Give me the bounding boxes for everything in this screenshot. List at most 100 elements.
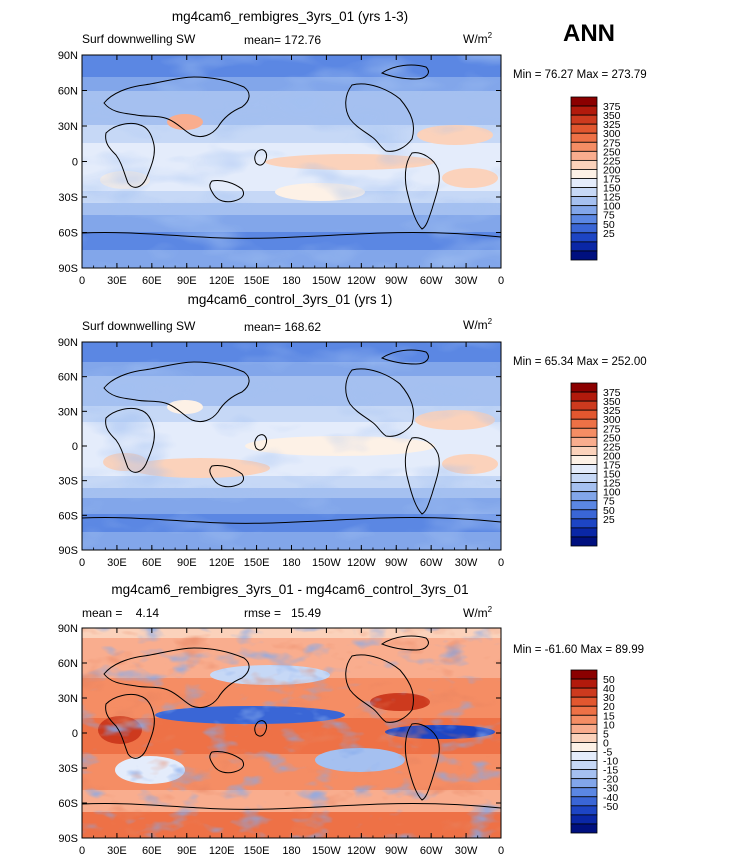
panel-1: mg4cam6_rembigres_3yrs_01 (yrs 1-3) Surf… [58, 9, 647, 287]
colorbar-swatch [570, 696, 598, 707]
panel-1-units: W/m2 [463, 31, 493, 46]
colorbar-label: -50 [603, 801, 618, 813]
colorbar-label: 375 [603, 101, 621, 113]
lat-tick-label: 60S [58, 510, 78, 522]
lon-tick-label: 150W [312, 557, 341, 569]
colorbar-label: 150 [603, 183, 621, 195]
colorbar-label: 100 [603, 487, 621, 499]
panel-3-minmax: Min = -61.60 Max = 89.99 [513, 644, 644, 656]
lon-tick-label: 90E [177, 845, 197, 857]
colorbar-label: 250 [603, 146, 621, 158]
colorbar-label: 25 [603, 514, 615, 526]
panel-3-units: W/m2 [463, 605, 493, 620]
panel-3-axes: 0 30E 60E 90E 120E 150E 180 150W 120W 90W 60W 30W 09… [58, 623, 504, 857]
season-label: ANN [563, 20, 615, 47]
colorbar-label: 225 [603, 441, 621, 453]
lon-tick-label: 30E [107, 275, 127, 287]
lon-tick-label: 30W [455, 557, 478, 569]
lon-tick-label: 90W [385, 557, 408, 569]
colorbar-swatch [570, 796, 598, 807]
lat-tick-label: 90N [58, 50, 78, 62]
lat-tick-label: 60N [58, 372, 78, 384]
colorbar-label: 100 [603, 201, 621, 213]
colorbar-label: 125 [603, 192, 621, 204]
panel-2-coastlines [81, 349, 502, 524]
lon-tick-label: 0 [79, 275, 85, 287]
lon-tick-label: 150E [244, 275, 270, 287]
colorbar-swatch [570, 742, 598, 752]
lat-tick-label: 30S [58, 763, 78, 775]
panel-2-units: W/m2 [463, 317, 493, 332]
lon-tick-label: 0 [79, 557, 85, 569]
colorbar-swatch [570, 723, 598, 734]
lon-tick-label: 60W [420, 557, 443, 569]
colorbar-label: 10 [603, 719, 615, 731]
colorbar-label: 50 [603, 505, 615, 517]
lon-tick-label: 90E [177, 275, 197, 287]
lat-tick-label: 90N [58, 337, 78, 349]
lat-tick-label: 60S [58, 798, 78, 810]
colorbar-label: 75 [603, 496, 615, 508]
lon-tick-label: 0 [79, 845, 85, 857]
panel-1-coastlines [81, 64, 502, 239]
colorbar-swatch [570, 805, 598, 816]
colorbar-swatch [570, 427, 598, 438]
colorbar-swatch [570, 464, 598, 474]
colorbar-swatch [570, 732, 598, 743]
colorbar-swatch [570, 169, 598, 179]
colorbar-swatch [570, 382, 598, 393]
colorbar-label: 50 [603, 219, 615, 231]
panel-2-map [82, 342, 501, 550]
colorbar-swatch [570, 527, 598, 538]
colorbar-swatch [570, 778, 598, 789]
lon-tick-label: 180 [282, 557, 300, 569]
lon-tick-label: 60E [142, 557, 162, 569]
colorbar-swatch [570, 409, 598, 420]
colorbar-swatch [570, 96, 598, 107]
colorbar-swatch [570, 141, 598, 152]
colorbar-label: 300 [603, 414, 621, 426]
panel-3-map [82, 628, 501, 838]
colorbar-swatch [570, 418, 598, 429]
colorbar-swatch [570, 178, 598, 188]
colorbar-swatch [570, 678, 598, 689]
colorbar-label: 20 [603, 701, 615, 713]
lon-tick-label: 60E [142, 275, 162, 287]
colorbar-swatch [570, 687, 598, 698]
panel-1-colorbar: 3753503253002752502252001751501251007550… [570, 96, 621, 261]
panel-2-axes: 0 30E 60E 90E 120E 150E 180 150W 120W 90W 60W 30W 09… [58, 337, 504, 569]
colorbar-label: 50 [603, 674, 615, 686]
colorbar-swatch [570, 482, 598, 493]
colorbar-label: 25 [603, 228, 615, 240]
lat-tick-label: 0 [72, 728, 78, 740]
colorbar-swatch [570, 400, 598, 411]
panel-2-stat: mean= 168.62 [244, 320, 321, 334]
colorbar-swatch [570, 223, 598, 234]
panel-2-variable: Surf downwelling SW [82, 319, 196, 333]
lat-tick-label: 0 [72, 441, 78, 453]
colorbar-swatch [570, 250, 598, 261]
colorbar-swatch [570, 491, 598, 502]
lon-tick-label: 0 [498, 557, 504, 569]
lon-tick-label: 120E [209, 845, 235, 857]
panel-2-minmax: Min = 65.34 Max = 252.00 [513, 356, 647, 368]
lon-tick-label: 30W [455, 275, 478, 287]
colorbar-swatch [570, 391, 598, 402]
lon-tick-label: 90W [385, 275, 408, 287]
colorbar-label: -5 [603, 747, 612, 759]
colorbar-swatch [570, 455, 598, 465]
lat-tick-label: 90S [58, 545, 78, 557]
colorbar-swatch [570, 536, 598, 547]
colorbar-swatch [570, 509, 598, 520]
panel-3-title: mg4cam6_rembigres_3yrs_01 - mg4cam6_cont… [111, 582, 468, 597]
colorbar-swatch [570, 214, 598, 225]
colorbar-swatch [570, 473, 598, 484]
panel-3-coastlines [81, 635, 502, 810]
colorbar-swatch [570, 132, 598, 143]
panel-1-variable: Surf downwelling SW [82, 32, 196, 46]
colorbar-swatch [570, 205, 598, 216]
colorbar-swatch [570, 159, 598, 170]
panel-1-map [82, 55, 501, 268]
colorbar-swatch [570, 436, 598, 447]
